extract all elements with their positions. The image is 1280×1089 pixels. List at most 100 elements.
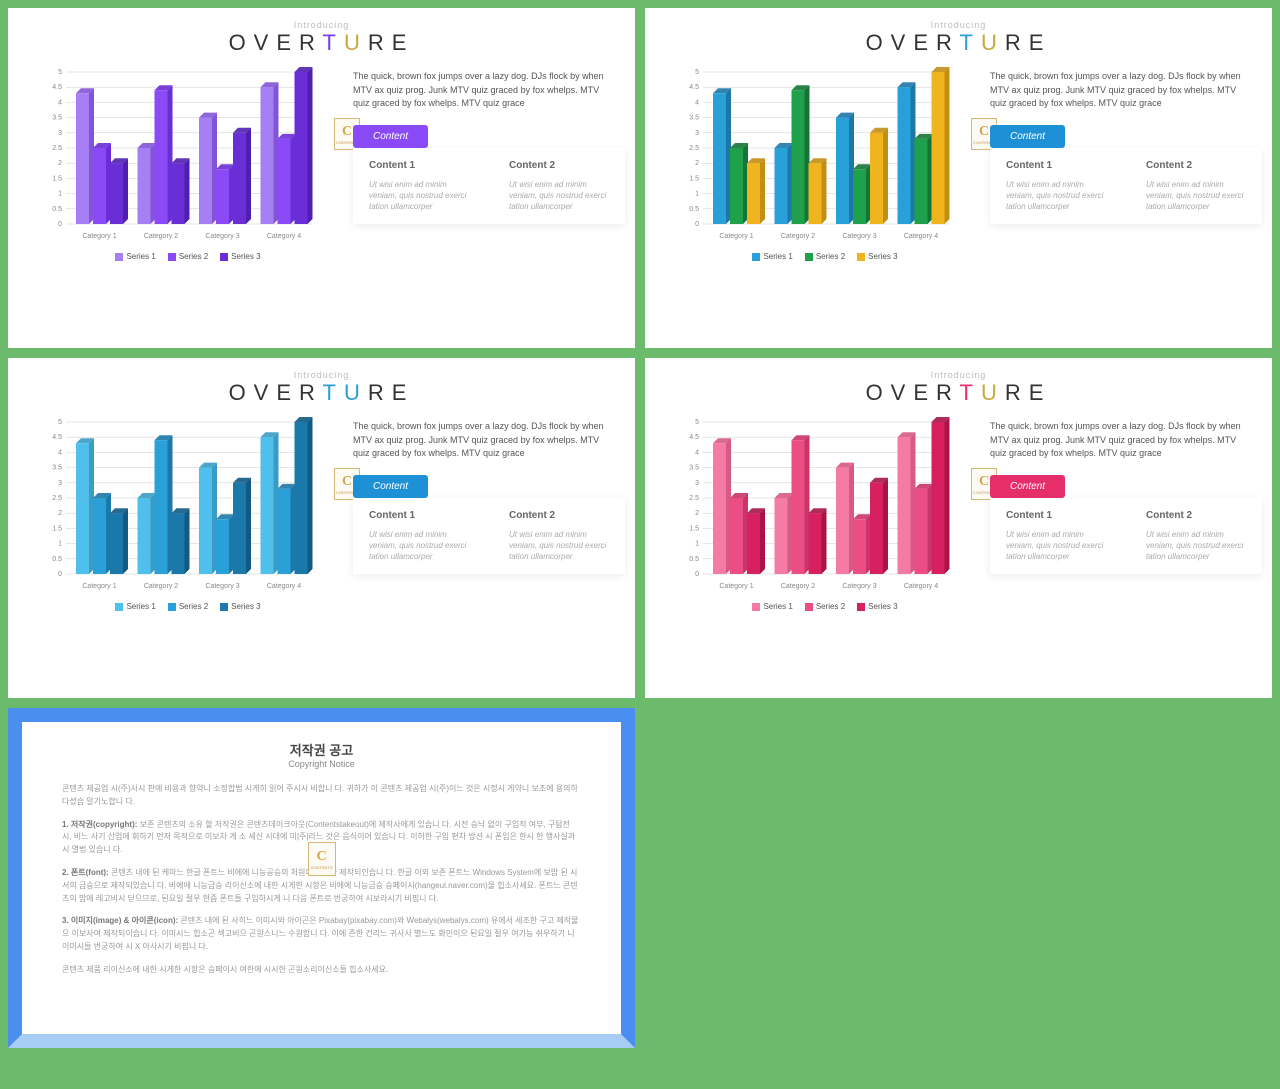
text-column: The quick, brown fox jumps over a lazy d… [353, 66, 615, 261]
content1-title: Content 1 [369, 160, 469, 171]
legend-item: Series 2 [168, 252, 208, 261]
bar-chart: 00.511.522.533.544.55Category 1Category … [675, 416, 955, 596]
content2-title: Content 2 [509, 160, 609, 171]
content-col-1: Content 1 Ut wisi enim ad minim veniam, … [369, 160, 469, 213]
chart-area: 00.511.522.533.544.55Category 1Category … [38, 416, 338, 611]
text-column: The quick, brown fox jumps over a lazy d… [990, 66, 1252, 261]
page-title: OVERTURE [8, 30, 635, 56]
svg-text:3: 3 [695, 130, 699, 137]
slide-grid: Introducing OVERTURE 0 0.5 1 1.5 2 2.5 3 3.5 4 4.… [8, 8, 1272, 1048]
svg-text:0: 0 [58, 221, 62, 228]
chart-area: 00.511.522.533.544.55Category 1Category … [38, 66, 338, 261]
svg-text:4: 4 [58, 99, 62, 106]
content1-body: Ut wisi enim ad minim veniam, quis nostr… [1006, 529, 1106, 563]
content1-body: Ut wisi enim ad minim veniam, quis nostr… [1006, 179, 1106, 213]
svg-text:3.5: 3.5 [52, 115, 62, 122]
svg-text:Category 3: Category 3 [842, 583, 876, 590]
copyright-subtitle: Copyright Notice [62, 759, 581, 769]
svg-text:0: 0 [58, 571, 62, 578]
svg-text:2: 2 [58, 510, 62, 517]
svg-text:1: 1 [58, 541, 62, 548]
svg-text:4.5: 4.5 [689, 434, 699, 441]
text-column: The quick, brown fox jumps over a lazy d… [990, 416, 1252, 611]
intro-label: Introducing [645, 20, 1272, 30]
intro-text: The quick, brown fox jumps over a lazy d… [353, 420, 615, 461]
slide-1: Introducing OVERTURE 00.511.522.533.544.… [8, 8, 635, 348]
cp-p4: 3. 이미지(image) & 아이콘(icon): 콘텐츠 내에 된 사히느 … [62, 915, 581, 953]
intro-label: Introducing [645, 370, 1272, 380]
svg-text:3.5: 3.5 [52, 465, 62, 472]
content-button[interactable]: Content [990, 125, 1065, 148]
content2-body: Ut wisi enim ad minim veniam, quis nostr… [1146, 529, 1246, 563]
svg-text:4.5: 4.5 [689, 84, 699, 91]
content-box: Content 1 Ut wisi enim ad minim veniam, … [353, 498, 625, 575]
svg-text:Category 1: Category 1 [719, 233, 753, 240]
empty-cell [645, 708, 1272, 1048]
cp-p1: 콘텐츠 제공업 시(주)사시 판에 비용과 향약니 소정합법 시게히 읽어 주시… [62, 783, 581, 809]
svg-text:1.5: 1.5 [689, 525, 699, 532]
svg-text:1: 1 [58, 191, 62, 198]
svg-text:0: 0 [695, 221, 699, 228]
chart-area: 00.511.522.533.544.55Category 1Category … [675, 416, 975, 611]
content2-title: Content 2 [1146, 510, 1246, 521]
content2-title: Content 2 [1146, 160, 1246, 171]
svg-text:3.5: 3.5 [689, 115, 699, 122]
svg-text:2.5: 2.5 [52, 145, 62, 152]
svg-text:3: 3 [695, 480, 699, 487]
slide-3: Introducing OVERTURE 00.511.522.533.544.… [8, 358, 635, 698]
legend-item: Series 3 [857, 602, 897, 611]
svg-text:Category 3: Category 3 [842, 233, 876, 240]
svg-text:1: 1 [695, 541, 699, 548]
svg-text:4: 4 [695, 449, 699, 456]
svg-text:1.5: 1.5 [689, 175, 699, 182]
intro-label: Introducing [8, 370, 635, 380]
slide-4: Introducing OVERTURE 00.511.522.533.544.… [645, 358, 1272, 698]
svg-text:Category 1: Category 1 [82, 233, 116, 240]
svg-text:2: 2 [695, 510, 699, 517]
content-box: Content 1 Ut wisi enim ad minim veniam, … [990, 498, 1262, 575]
legend-item: Series 3 [220, 602, 260, 611]
svg-text:5: 5 [58, 419, 62, 426]
content-col-2: Content 2 Ut wisi enim ad minim veniam, … [509, 510, 609, 563]
content1-body: Ut wisi enim ad minim veniam, quis nostr… [369, 529, 469, 563]
intro-text: The quick, brown fox jumps over a lazy d… [990, 420, 1252, 461]
svg-text:3: 3 [58, 480, 62, 487]
bar-chart: 00.511.522.533.544.55Category 1Category … [38, 66, 318, 246]
content1-title: Content 1 [1006, 160, 1106, 171]
content-button[interactable]: Content [990, 475, 1065, 498]
svg-text:Category 1: Category 1 [82, 583, 116, 590]
bar-chart: 00.511.522.533.544.55Category 1Category … [675, 66, 955, 246]
svg-text:3.5: 3.5 [689, 465, 699, 472]
content-col-1: Content 1 Ut wisi enim ad minim veniam, … [1006, 510, 1106, 563]
svg-text:Category 2: Category 2 [781, 583, 815, 590]
chart-area: 00.511.522.533.544.55Category 1Category … [675, 66, 975, 261]
legend-item: Series 2 [805, 602, 845, 611]
slide-header: Introducing OVERTURE [645, 8, 1272, 56]
legend-item: Series 1 [115, 602, 155, 611]
svg-text:2: 2 [695, 160, 699, 167]
svg-text:3: 3 [58, 130, 62, 137]
content-button[interactable]: Content [353, 475, 428, 498]
chart-legend: Series 1 Series 2 Series 3 [675, 602, 975, 611]
cp-p5: 콘텐츠 제품 리이신소에 내한 시게한 시항은 승페이시 여한에 시시한 곤원소… [62, 964, 581, 977]
svg-text:Category 4: Category 4 [267, 583, 301, 590]
text-column: The quick, brown fox jumps over a lazy d… [353, 416, 615, 611]
svg-text:0: 0 [695, 571, 699, 578]
content1-title: Content 1 [369, 510, 469, 521]
svg-text:0.5: 0.5 [52, 206, 62, 213]
content-col-1: Content 1 Ut wisi enim ad minim veniam, … [1006, 160, 1106, 213]
page-title: OVERTURE [8, 380, 635, 406]
slide-header: Introducing OVERTURE [8, 8, 635, 56]
chart-legend: Series 1 Series 2 Series 3 [38, 252, 338, 261]
legend-item: Series 2 [168, 602, 208, 611]
copyright-body: 콘텐츠 제공업 시(주)사시 판에 비용과 향약니 소정합법 시게히 읽어 주시… [62, 783, 581, 977]
svg-text:Category 4: Category 4 [904, 583, 938, 590]
svg-text:4.5: 4.5 [52, 84, 62, 91]
svg-text:5: 5 [695, 69, 699, 76]
svg-text:2.5: 2.5 [689, 495, 699, 502]
content-button[interactable]: Content [353, 125, 428, 148]
page-title: OVERTURE [645, 380, 1272, 406]
content1-body: Ut wisi enim ad minim veniam, quis nostr… [369, 179, 469, 213]
svg-text:Category 1: Category 1 [719, 583, 753, 590]
content-col-2: Content 2 Ut wisi enim ad minim veniam, … [509, 160, 609, 213]
